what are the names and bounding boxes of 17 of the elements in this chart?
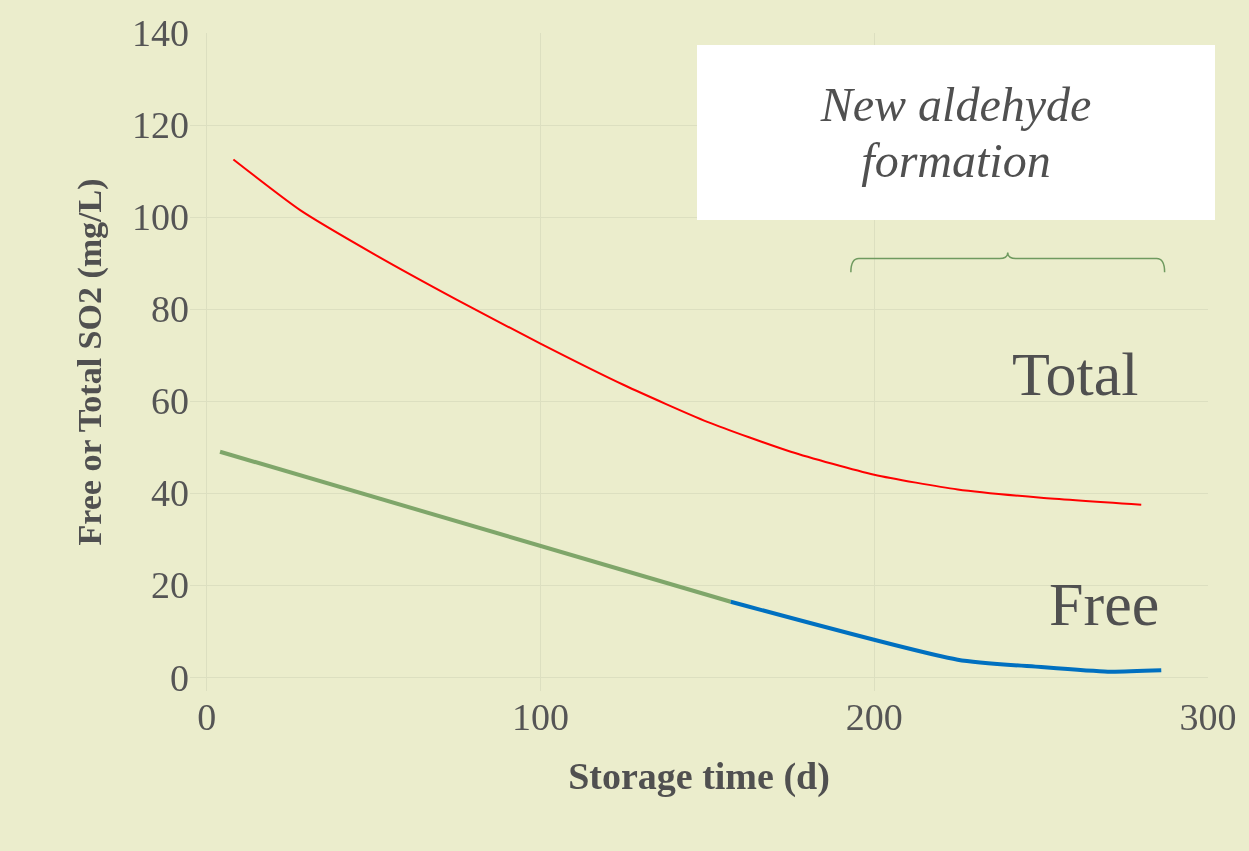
y-tick-label: 60: [151, 380, 189, 423]
y-tick-label: 120: [132, 104, 189, 147]
y-tick-label: 140: [132, 12, 189, 55]
y-tick-label: 100: [132, 196, 189, 239]
x-axis-title: Storage time (d): [568, 755, 830, 799]
series-label: Total: [1012, 340, 1139, 408]
note-box: New aldehyde formation: [697, 45, 1215, 220]
x-tick-label: 0: [197, 696, 217, 738]
x-tick-label: 200: [845, 696, 903, 738]
y-tick-label: 20: [151, 564, 189, 607]
x-tick-label: 100: [511, 696, 569, 738]
y-tick-label: 40: [151, 472, 189, 515]
y-tick-label: 0: [170, 656, 189, 699]
y-tick-label: 80: [151, 288, 189, 331]
y-axis-title: Free or Total SO2 (mg/L): [70, 178, 109, 546]
series-label: Free: [1049, 570, 1160, 638]
x-tick-label: 300: [1179, 696, 1237, 738]
